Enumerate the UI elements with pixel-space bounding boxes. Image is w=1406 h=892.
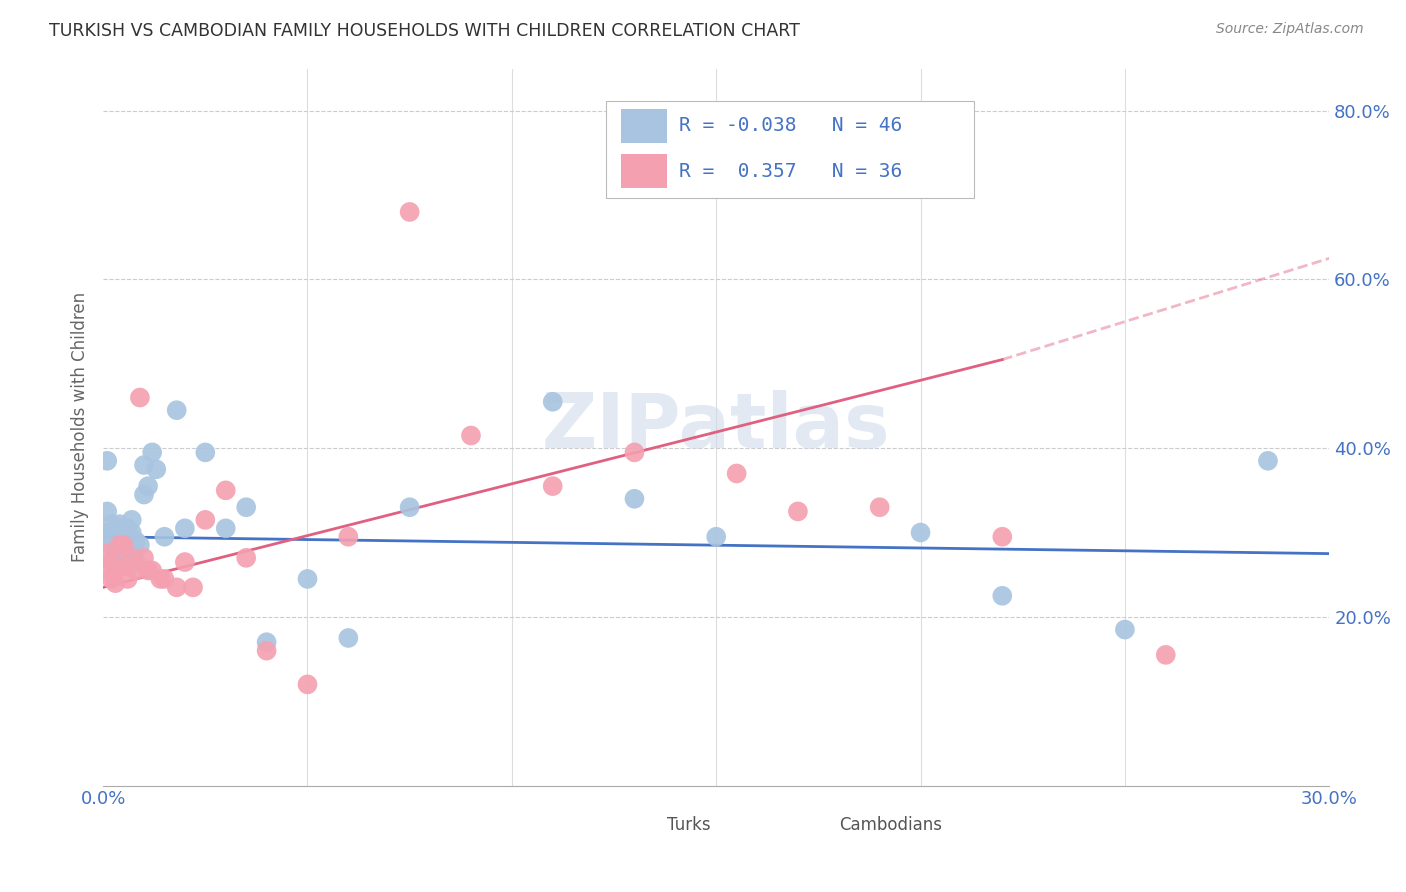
Point [541,394,564,409]
FancyBboxPatch shape [790,814,824,837]
Point [623,445,645,459]
Point [173,521,195,535]
Point [1154,648,1177,662]
Point [132,458,155,472]
Point [117,572,139,586]
Point [125,555,148,569]
Point [297,677,319,691]
FancyBboxPatch shape [606,101,974,198]
Point [256,643,278,657]
Point [136,564,159,578]
Y-axis label: Family Households with Children: Family Households with Children [72,292,89,562]
Point [194,445,217,459]
FancyBboxPatch shape [619,814,652,837]
Point [104,564,127,578]
Point [136,479,159,493]
Point [1114,623,1136,637]
Point [117,550,139,565]
Point [108,550,131,565]
Point [153,572,176,586]
Point [96,564,118,578]
Point [112,559,135,574]
Point [104,547,127,561]
Point [194,513,217,527]
Point [623,491,645,506]
Text: Source: ZipAtlas.com: Source: ZipAtlas.com [1216,22,1364,37]
Point [100,572,122,586]
Point [398,205,420,219]
Point [104,538,127,552]
Point [121,550,143,565]
Point [104,530,127,544]
Point [166,580,188,594]
Text: TURKISH VS CAMBODIAN FAMILY HOUSEHOLDS WITH CHILDREN CORRELATION CHART: TURKISH VS CAMBODIAN FAMILY HOUSEHOLDS W… [49,22,800,40]
Text: ZIPatlas: ZIPatlas [541,390,890,464]
Point [121,513,143,527]
Point [991,589,1014,603]
Point [96,504,118,518]
Point [141,564,163,578]
Point [129,391,152,405]
Point [112,538,135,552]
Point [173,555,195,569]
Point [235,500,257,515]
Point [112,527,135,541]
Point [153,530,176,544]
Point [108,517,131,532]
Point [166,403,188,417]
Point [100,555,122,569]
Point [787,504,810,518]
Point [129,538,152,552]
Point [460,428,482,442]
Point [725,467,748,481]
Point [541,479,564,493]
Point [337,631,360,645]
Text: Cambodians: Cambodians [839,816,942,834]
Point [96,525,118,540]
FancyBboxPatch shape [620,109,668,143]
Point [117,521,139,535]
Point [125,533,148,548]
Point [910,525,932,540]
Point [112,538,135,552]
Text: R =  0.357   N = 36: R = 0.357 N = 36 [679,161,903,180]
Point [297,572,319,586]
Point [132,550,155,565]
Point [337,530,360,544]
Point [132,487,155,501]
Point [108,538,131,552]
Point [100,517,122,532]
Point [398,500,420,515]
Point [96,547,118,561]
Point [215,521,238,535]
Point [117,530,139,544]
Point [145,462,167,476]
FancyBboxPatch shape [620,153,668,188]
Point [991,530,1014,544]
Point [104,521,127,535]
Point [869,500,891,515]
Point [215,483,238,498]
Point [235,550,257,565]
Point [104,576,127,591]
Point [96,454,118,468]
Point [141,445,163,459]
Point [125,564,148,578]
Point [704,530,727,544]
Point [1257,454,1279,468]
Text: R = -0.038   N = 46: R = -0.038 N = 46 [679,116,903,136]
Text: Turks: Turks [668,816,711,834]
Point [112,521,135,535]
Point [181,580,204,594]
Point [100,530,122,544]
Point [108,530,131,544]
Point [149,572,172,586]
Point [256,635,278,649]
Point [100,538,122,552]
Point [121,525,143,540]
